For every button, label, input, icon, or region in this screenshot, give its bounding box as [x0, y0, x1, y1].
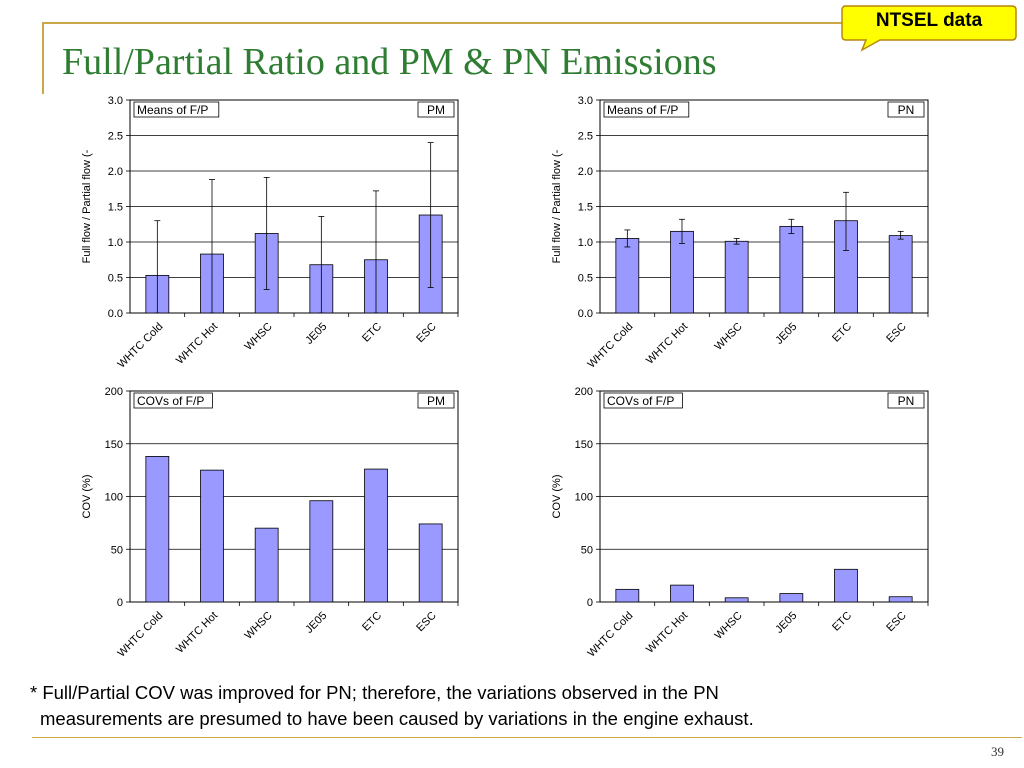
y-tick-label: 0.5 — [108, 273, 123, 285]
y-tick-label: 200 — [105, 386, 123, 398]
tag-label: PN — [898, 103, 915, 117]
y-tick-label: 2.5 — [108, 131, 123, 143]
bar — [615, 588, 640, 603]
inset-label: Means of F/P — [137, 103, 208, 117]
inset-label-box — [603, 392, 683, 409]
tag-box — [887, 101, 925, 118]
bar — [200, 469, 224, 603]
x-category-label: ESC — [884, 321, 909, 346]
tag-label: PM — [427, 103, 445, 117]
tag-box — [417, 392, 455, 409]
callout-label: NTSEL data — [875, 10, 983, 31]
y-tick-label: 2.0 — [578, 166, 593, 178]
y-tick-label: 2.0 — [108, 166, 123, 178]
tag-label: PM — [427, 394, 445, 408]
bar — [145, 456, 170, 603]
top-accent-line — [42, 22, 842, 24]
bar — [254, 527, 279, 603]
chart-means-pm: 0.0 0.5 1.0 1.5 2.0 2.5 3.0 WHTC Cold WHTC Hot WH… — [81, 95, 459, 371]
y-tick-label: 100 — [575, 492, 593, 504]
bar — [888, 596, 913, 603]
bar — [834, 568, 858, 603]
bar — [364, 468, 388, 603]
y-tick-label: 50 — [581, 544, 593, 556]
bar — [670, 584, 694, 603]
inset-label: COVs of F/P — [137, 394, 204, 408]
chart-means-pn: 0.0 0.5 1.0 1.5 2.0 2.5 3.0 WHTC Cold WHTC Hot WH… — [551, 95, 929, 371]
bar — [724, 597, 749, 603]
x-category-label: ESC — [884, 610, 909, 635]
y-tick-label: 3.0 — [578, 95, 593, 107]
x-category-label: WHTC Cold — [585, 321, 635, 371]
bottom-accent-line — [32, 737, 1022, 738]
x-category-label: JE05 — [303, 610, 329, 636]
y-tick-label: 0 — [587, 597, 593, 609]
y-tick-label: 1.5 — [578, 202, 593, 214]
y-axis-title: Full flow / Partial flow (- — [81, 149, 93, 263]
x-category-label: WHTC Hot — [174, 321, 220, 367]
y-tick-label: 0 — [117, 597, 123, 609]
x-category-label: ETC — [360, 610, 384, 634]
x-category-label: JE05 — [303, 321, 329, 347]
x-category-label: ETC — [830, 321, 854, 345]
x-category-label: WHTC Cold — [585, 610, 635, 660]
chart-cov-pm: 0 50 100 150 200 WHTC Cold WHTC Hot WHSC JE05 ETC… — [81, 386, 459, 660]
x-category-label: WHSC — [713, 321, 745, 353]
x-category-label: WHTC Cold — [115, 610, 165, 660]
left-accent-line — [42, 22, 44, 94]
bar — [418, 523, 443, 603]
tag-box — [887, 392, 925, 409]
x-category-label: WHTC Cold — [115, 321, 165, 371]
callout-shape — [841, 5, 1017, 52]
y-tick-label: 200 — [575, 386, 593, 398]
tag-box — [417, 101, 455, 118]
x-category-label: ETC — [360, 321, 384, 345]
bar — [779, 225, 804, 314]
x-category-label: WHSC — [243, 610, 275, 642]
inset-label-box — [133, 392, 213, 409]
footnote-line-2: measurements are presumed to have been c… — [40, 708, 754, 729]
x-category-label: ESC — [414, 321, 439, 346]
x-category-label: WHSC — [713, 610, 745, 642]
y-tick-label: 100 — [105, 492, 123, 504]
bar — [724, 240, 749, 314]
x-category-label: WHTC Hot — [174, 610, 220, 656]
y-axis-title: COV (%) — [551, 475, 563, 519]
slide-title: Full/Partial Ratio and PM & PN Emissions — [62, 41, 717, 83]
x-category-label: ESC — [414, 610, 439, 635]
y-tick-label: 2.5 — [578, 131, 593, 143]
y-tick-label: 0.0 — [108, 308, 123, 320]
x-category-label: WHTC Hot — [644, 610, 690, 656]
page-number: 39 — [991, 744, 1004, 759]
inset-label: Means of F/P — [607, 103, 678, 117]
y-axis-title: COV (%) — [81, 475, 93, 519]
bar — [888, 235, 913, 314]
y-tick-label: 0.0 — [578, 308, 593, 320]
x-category-label: WHSC — [243, 321, 275, 353]
y-tick-label: 50 — [111, 544, 123, 556]
bar — [309, 500, 334, 603]
footnote: * Full/Partial COV was improved for PN; … — [30, 680, 754, 732]
inset-label-box — [603, 101, 690, 118]
y-tick-label: 3.0 — [108, 95, 123, 107]
y-axis-title: Full flow / Partial flow (- — [551, 149, 563, 263]
y-tick-label: 150 — [105, 439, 123, 451]
inset-label-box — [133, 101, 220, 118]
y-tick-label: 0.5 — [578, 273, 593, 285]
y-tick-label: 1.5 — [108, 202, 123, 214]
footnote-line-1: * Full/Partial COV was improved for PN; … — [30, 682, 719, 703]
bar — [779, 593, 804, 603]
x-category-label: WHTC Hot — [644, 321, 690, 367]
x-category-label: ETC — [830, 610, 854, 634]
ntsel-data-callout: NTSEL data — [840, 4, 1018, 52]
y-tick-label: 1.0 — [578, 237, 593, 249]
inset-label: COVs of F/P — [607, 394, 674, 408]
chart-cov-pn: 0 50 100 150 200 WHTC Cold WHTC Hot WHSC JE05 ETC… — [551, 386, 929, 660]
y-tick-label: 1.0 — [108, 237, 123, 249]
x-category-label: JE05 — [773, 610, 799, 636]
y-tick-label: 150 — [575, 439, 593, 451]
bar — [615, 238, 640, 314]
tag-label: PN — [898, 394, 915, 408]
x-category-label: JE05 — [773, 321, 799, 347]
